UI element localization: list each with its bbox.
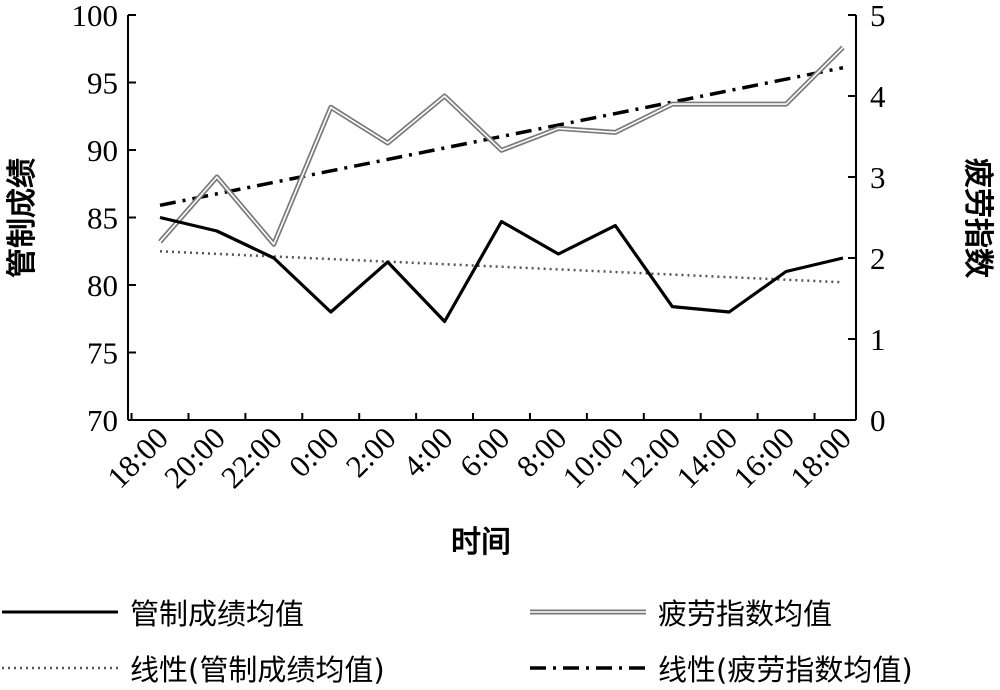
left-y-tick-label: 95 — [87, 66, 118, 101]
series-1-line-inner — [159, 46, 844, 245]
right-y-tick-label: 2 — [870, 241, 886, 276]
legend-label-series-1: 疲劳指数均值 — [658, 597, 832, 631]
left-y-tick-label: 75 — [87, 336, 118, 371]
x-tick-label: 2:00 — [339, 420, 403, 484]
left-y-tick-label: 70 — [87, 403, 118, 438]
series-1 — [158, 45, 845, 247]
left-y-tick-label: 80 — [87, 268, 118, 303]
right-y-tick-label: 0 — [870, 403, 886, 438]
legend-label-series-0: 管制成绩均值 — [130, 597, 304, 631]
legend-label-series-3: 线性(疲劳指数均值) — [658, 653, 913, 687]
x-tick-label: 10:00 — [556, 420, 631, 495]
legend-item-series-3: 线性(疲劳指数均值) — [530, 653, 913, 687]
x-tick-label: 22:00 — [214, 420, 289, 495]
legend-item-series-2: 线性(管制成绩均值) — [2, 653, 385, 687]
right-y-axis-title: 疲劳指数 — [960, 158, 995, 279]
x-tick-label: 16:00 — [726, 420, 801, 495]
series-0-line — [159, 215, 844, 324]
left-y-ticks: 70 75 80 85 90 95 100 — [72, 0, 136, 438]
x-tick-label: 20:00 — [157, 420, 232, 495]
legend-item-series-0: 管制成绩均值 — [2, 597, 304, 631]
x-tick-label: 4:00 — [396, 420, 460, 484]
series-1-line-outer — [158, 45, 845, 247]
legend-item-series-1: 疲劳指数均值 — [530, 597, 832, 631]
left-y-axis-title: 管制成绩 — [5, 158, 40, 278]
legend: 管制成绩均值 疲劳指数均值 线性(管制成绩均值) 线性(疲劳指数均值) — [2, 597, 913, 687]
series-2-line — [159, 250, 844, 284]
series-0 — [159, 215, 844, 324]
series-2 — [159, 250, 844, 284]
series-3 — [159, 65, 844, 208]
x-tick-label: 6:00 — [453, 420, 517, 484]
x-tick-label: 0:00 — [282, 420, 346, 484]
series-layer — [158, 45, 845, 324]
x-tick-label: 18:00 — [783, 420, 858, 495]
right-y-ticks: 0 1 2 3 4 5 — [848, 0, 886, 438]
legend-label-series-2: 线性(管制成绩均值) — [130, 653, 385, 687]
x-tick-label: 14:00 — [669, 420, 744, 495]
right-y-tick-label: 5 — [870, 0, 886, 33]
right-y-tick-label: 4 — [870, 79, 886, 114]
right-y-tick-label: 1 — [870, 322, 886, 357]
left-y-tick-label: 90 — [87, 133, 118, 168]
left-y-tick-label: 85 — [87, 201, 118, 236]
left-y-tick-label: 100 — [72, 0, 119, 33]
right-y-tick-label: 3 — [870, 160, 886, 195]
x-tick-label: 12:00 — [613, 420, 688, 495]
series-3-line — [159, 65, 844, 208]
x-ticks: 18:0020:0022:000:002:004:006:008:0010:00… — [100, 413, 858, 495]
x-axis-title: 时间 — [451, 525, 511, 560]
